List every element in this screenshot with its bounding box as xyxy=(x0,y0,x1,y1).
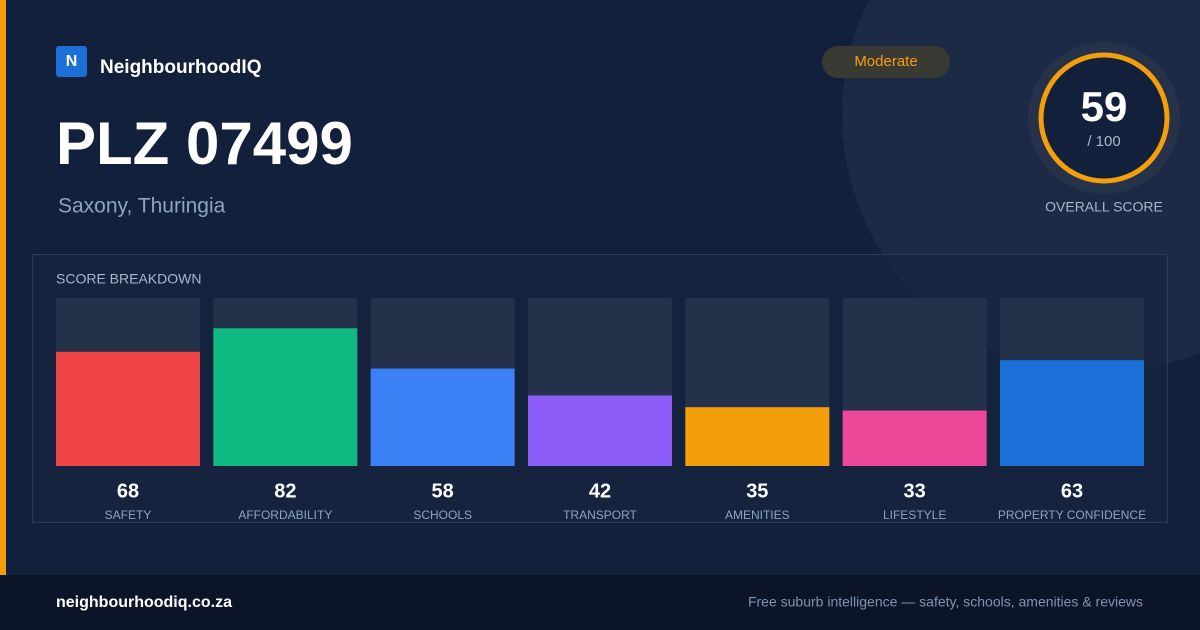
title: PLZ 07499 xyxy=(56,110,353,177)
overall-max: / 100 xyxy=(1087,133,1120,150)
badge xyxy=(822,46,950,78)
value-label: 58 xyxy=(432,480,454,502)
overall-score: 59 xyxy=(1081,83,1128,130)
value-label: 63 xyxy=(1061,480,1083,502)
overall-label: OVERALL SCORE xyxy=(1045,199,1163,215)
value-label: 35 xyxy=(746,480,768,502)
category-label: LIFESTYLE xyxy=(883,508,946,522)
logo xyxy=(56,46,87,77)
bar xyxy=(213,328,358,466)
category-label: TRANSPORT xyxy=(563,508,637,522)
value-label: 33 xyxy=(904,480,926,502)
accent-stripe xyxy=(0,0,6,575)
badge-text: Moderate xyxy=(854,53,917,70)
value-label: 82 xyxy=(274,480,296,502)
bar xyxy=(370,368,515,466)
bar xyxy=(999,360,1144,466)
category-label: SAFETY xyxy=(105,508,152,522)
gauge-ring xyxy=(1038,52,1170,184)
bar xyxy=(56,351,200,466)
subtitle: Saxony, Thuringia xyxy=(58,195,226,218)
logo-letter: N xyxy=(66,53,78,70)
category-label: SCHOOLS xyxy=(413,508,472,522)
footer xyxy=(0,575,1200,630)
footer-tagline: Free suburb intelligence — safety, schoo… xyxy=(748,594,1143,610)
category-label: AFFORDABILITY xyxy=(238,508,332,522)
category-label: AMENITIES xyxy=(725,508,790,522)
chart-title: SCORE BREAKDOWN xyxy=(56,271,201,287)
value-label: 68 xyxy=(117,480,139,502)
footer-site: neighbourhoodiq.co.za xyxy=(56,594,232,611)
bar xyxy=(685,407,830,466)
bar xyxy=(842,410,987,466)
brand-name: NeighbourhoodIQ xyxy=(100,57,261,78)
category-label: PROPERTY CONFIDENCE xyxy=(998,508,1146,522)
value-label: 42 xyxy=(589,480,611,502)
bar xyxy=(527,395,672,466)
